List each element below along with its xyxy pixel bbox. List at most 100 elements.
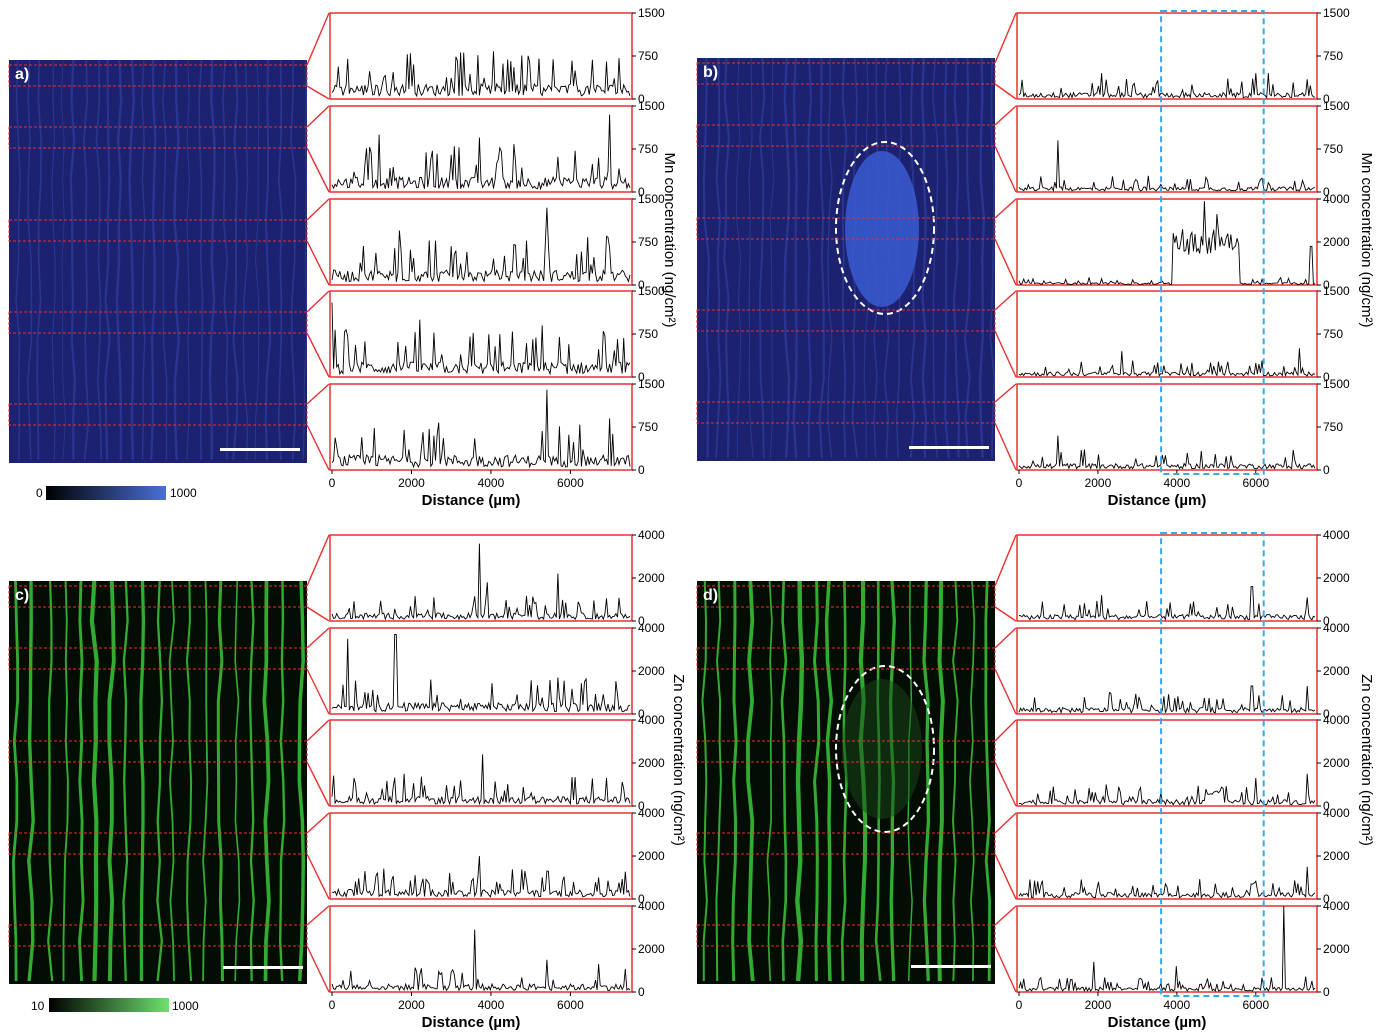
y-tick-label: 4000: [638, 528, 665, 542]
map-band: [696, 217, 996, 240]
subplot-frame: [329, 905, 633, 993]
x-tick-label: 4000: [1164, 476, 1191, 490]
zoom-line: [306, 905, 330, 926]
zoom-line: [994, 534, 1017, 587]
x-tick-label: 6000: [1242, 476, 1269, 490]
y-tick-label: 750: [1323, 49, 1343, 63]
scale-bar-d: [911, 965, 991, 968]
map-band: [8, 832, 308, 855]
map-fiber: [297, 581, 306, 982]
y-tick-label: 0: [1323, 278, 1330, 292]
y-tick-label: 0: [638, 463, 645, 477]
map-band: [696, 740, 996, 763]
x-tick-label: 4000: [1164, 998, 1191, 1012]
map-fiber: [701, 581, 708, 982]
x-tick-label: 6000: [1242, 998, 1269, 1012]
scale-bar-a: [220, 448, 300, 451]
subplot-frame: [1016, 198, 1318, 286]
y-tick-label: 1500: [1323, 6, 1350, 20]
zoom-line: [306, 424, 330, 471]
map-feature: [845, 151, 919, 307]
y-tick-label: 4000: [1323, 621, 1350, 635]
zoom-line: [306, 627, 330, 649]
zoom-line: [994, 105, 1017, 126]
zoom-line: [306, 945, 330, 993]
zoom-line: [994, 290, 1017, 311]
concentration-trace: [1018, 348, 1316, 378]
zoom-line: [994, 945, 1017, 993]
scale-bar-b: [909, 446, 989, 449]
y-tick-label: 0: [1323, 985, 1330, 999]
y-tick-label: 750: [638, 49, 658, 63]
mn-map-b: b): [697, 58, 995, 461]
y-tick-label: 750: [638, 420, 658, 434]
mn-colorbar: [46, 486, 166, 500]
y-tick-label: 1500: [638, 284, 665, 298]
x-tick-label: 4000: [478, 998, 505, 1012]
y-tick-label: 0: [1323, 799, 1330, 813]
y-tick-label: 2000: [1323, 756, 1350, 770]
zoom-line: [306, 85, 330, 100]
zoom-line: [994, 668, 1017, 715]
x-axis-label: Distance (µm): [1108, 1014, 1207, 1031]
map-fiber: [95, 60, 103, 461]
map-fiber: [783, 58, 791, 459]
zoom-line: [994, 905, 1017, 926]
map-fiber: [841, 58, 848, 459]
subplot-frame: [329, 198, 633, 286]
y-tick-label: 1500: [638, 99, 665, 113]
y-axis-label: Mn concentration (ng/cm²): [661, 152, 678, 327]
x-axis-label: Distance (µm): [1108, 492, 1207, 509]
y-tick-label: 2000: [638, 664, 665, 678]
zoom-line: [994, 627, 1017, 649]
y-tick-label: 0: [638, 799, 645, 813]
map-fiber: [795, 581, 805, 982]
y-tick-label: 1500: [638, 377, 665, 391]
y-tick-label: 0: [638, 278, 645, 292]
highlight-box: [1160, 532, 1265, 997]
y-tick-label: 4000: [1323, 192, 1350, 206]
y-tick-label: 750: [638, 142, 658, 156]
map-fiber: [264, 60, 272, 461]
y-tick-label: 0: [1323, 892, 1330, 906]
concentration-trace: [331, 389, 631, 469]
y-tick-label: 750: [638, 327, 658, 341]
map-fiber: [932, 58, 939, 459]
y-tick-label: 4000: [1323, 713, 1350, 727]
concentration-trace: [1018, 201, 1316, 286]
map-fiber: [984, 581, 992, 982]
x-tick-label: 0: [1016, 998, 1023, 1012]
concentration-trace: [331, 634, 631, 713]
map-fiber: [702, 58, 710, 459]
subplot-frame: [1016, 719, 1318, 807]
y-tick-label: 1500: [1323, 377, 1350, 391]
map-fiber: [11, 581, 19, 982]
y-tick-label: 750: [1323, 420, 1343, 434]
map-fiber: [15, 60, 21, 461]
y-tick-label: 0: [638, 985, 645, 999]
y-tick-label: 0: [638, 92, 645, 106]
map-fiber: [278, 581, 286, 982]
concentration-trace: [331, 754, 631, 806]
zoom-line: [306, 668, 330, 715]
map-band: [696, 924, 996, 947]
concentration-trace: [331, 114, 631, 191]
highlight-box: [1160, 10, 1265, 475]
concentration-trace: [1018, 773, 1316, 807]
zoom-line: [306, 12, 330, 66]
concentration-trace: [331, 855, 631, 899]
mn-map-a: a): [9, 60, 307, 463]
map-band: [8, 64, 308, 87]
map-band: [8, 403, 308, 426]
zn-map-c: c): [9, 581, 307, 984]
map-fiber: [185, 581, 193, 982]
map-fiber: [60, 60, 66, 461]
map-band: [696, 124, 996, 147]
y-tick-label: 2000: [1323, 571, 1350, 585]
zoom-line: [306, 534, 330, 587]
zoom-line: [994, 145, 1017, 193]
subplot-frame: [1016, 383, 1318, 471]
y-tick-label: 1500: [638, 192, 665, 206]
map-fiber: [989, 58, 995, 459]
map-fiber: [104, 60, 111, 461]
